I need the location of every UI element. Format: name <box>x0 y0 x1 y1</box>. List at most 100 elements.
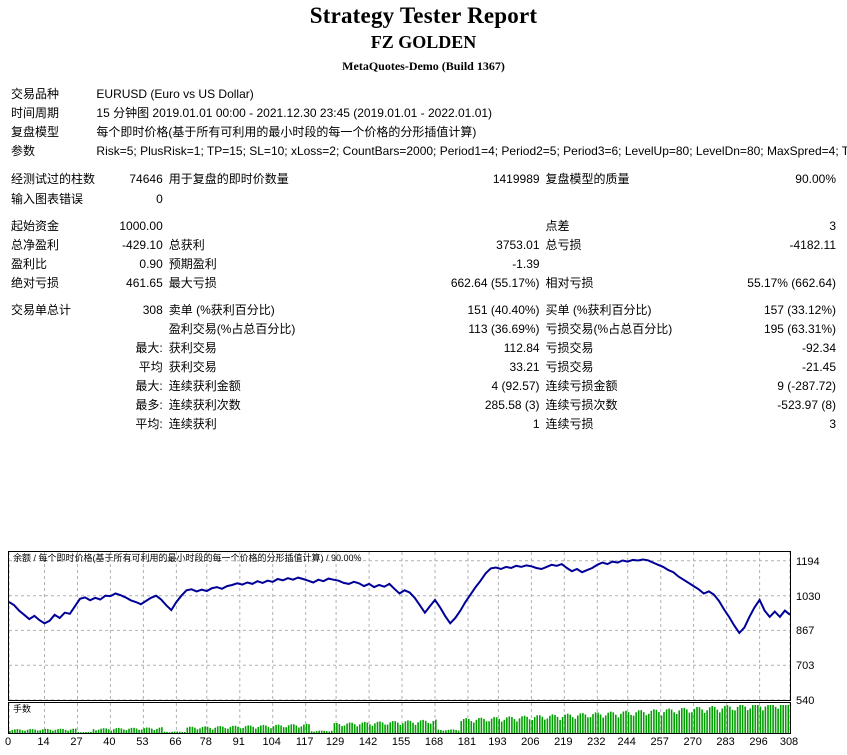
empty-cell <box>543 189 714 209</box>
x-axis-tick: 117 <box>295 736 314 748</box>
x-axis-tick: 296 <box>749 736 768 748</box>
maximal-consecutive-profit-value: 285.58 (3) <box>484 398 540 412</box>
expected-payoff-label: 预期盈利 <box>168 257 217 271</box>
y-axis-tick: 703 <box>796 660 815 673</box>
maximal-drawdown-label: 最大亏损 <box>168 276 217 290</box>
y-axis-tick: 1194 <box>796 555 820 568</box>
table-row: 交易单总计 308 卖单 (%获利百分比) 151 (40.40%) 买单 (%… <box>8 301 839 320</box>
balance-curve-svg <box>9 552 790 700</box>
maximal-drawdown-value: 662.64 (55.17%) <box>450 276 540 290</box>
x-axis-tick: 283 <box>716 736 735 748</box>
chart-plot-area: 余额 / 每个即时价格(基于所有可利用的最小时段的每一个价格的分形插值计算) /… <box>4 551 820 752</box>
empty-cell <box>543 255 714 274</box>
maximal-consecutive-loss-label: 连续亏损次数 <box>545 398 618 412</box>
profit-factor-label: 盈利比 <box>11 257 48 271</box>
spread-label: 点差 <box>545 219 570 233</box>
average-loss-label: 亏损交易 <box>545 360 594 374</box>
empty-cell <box>8 415 93 434</box>
bars-label: 经测试过的柱数 <box>11 172 96 186</box>
x-axis-tick: 40 <box>103 736 116 748</box>
average-loss-value: -21.45 <box>801 360 836 374</box>
maximum-label: 最大: <box>135 379 163 393</box>
ticks-value: 1419989 <box>492 172 540 186</box>
x-axis-tick: 257 <box>650 736 669 748</box>
x-axis-tick: 308 <box>779 736 799 748</box>
empty-cell <box>8 358 93 377</box>
row-spacer <box>8 161 839 169</box>
table-row: 盈利交易(%占总百分比) 113 (36.69%) 亏损交易(%占总百分比) 1… <box>8 320 839 339</box>
total-trades-label: 交易单总计 <box>11 303 72 317</box>
x-axis-tick: 14 <box>37 736 50 748</box>
total-net-profit-value: -429.10 <box>122 238 163 252</box>
lots-bars-svg <box>9 703 790 733</box>
table-row: 复盘模型 每个即时价格(基于所有可利用的最小时段的每一个价格的分形插值计算) <box>8 123 839 142</box>
server-name: MetaQuotes-Demo (Build 1367) <box>342 59 505 73</box>
table-row: 平均: 连续获利 1 连续亏损 3 <box>8 415 839 434</box>
x-axis-tick: 0 <box>4 736 12 748</box>
report-header: Strategy Tester Report FZ GOLDEN MetaQuo… <box>0 0 847 75</box>
expected-payoff-value: -1.39 <box>512 257 540 271</box>
table-row: 起始资金 1000.00 点差 3 <box>8 217 839 236</box>
period-label: 时间周期 <box>11 106 60 120</box>
gross-loss-label: 总亏损 <box>545 238 582 252</box>
model-label: 复盘模型 <box>11 125 60 139</box>
avg-consecutive-losses-label: 连续亏损 <box>545 417 594 431</box>
empty-cell <box>166 217 392 236</box>
model-value: 每个即时价格(基于所有可利用的最小时段的每一个价格的分形插值计算) <box>96 125 477 139</box>
empty-cell <box>8 377 93 396</box>
empty-cell <box>8 396 93 415</box>
page-title: Strategy Tester Report <box>309 3 538 28</box>
report-table: 交易品种 EURUSD (Euro vs US Dollar) 时间周期 15 … <box>8 85 847 434</box>
x-axis-tick: 206 <box>521 736 540 748</box>
bars-value: 74646 <box>129 172 163 186</box>
symbol-value: EURUSD (Euro vs US Dollar) <box>96 87 254 101</box>
x-axis-tick: 155 <box>391 736 411 748</box>
parameters-label: 参数 <box>11 144 36 158</box>
x-axis-tick: 232 <box>587 736 606 748</box>
average-profit-value: 33.21 <box>509 360 540 374</box>
equity-chart: 余额 / 每个即时价格(基于所有可利用的最小时段的每一个价格的分形插值计算) /… <box>4 551 839 752</box>
total-net-profit-label: 总净盈利 <box>11 238 60 252</box>
x-axis-tick: 168 <box>424 736 444 748</box>
x-axis-tick: 193 <box>488 736 507 748</box>
largest-profit-label: 获利交易 <box>168 341 217 355</box>
gross-profit-value: 3753.01 <box>496 238 540 252</box>
x-axis: 0 14 27 40 53 66 78 91 104 117 129 142 155 168 181 193 2… <box>4 734 798 752</box>
lots-title: 手数 <box>13 704 32 714</box>
x-axis-tick: 53 <box>136 736 149 748</box>
average-label: 平均 <box>138 360 163 374</box>
empty-cell <box>8 339 93 358</box>
gross-loss-value: -4182.11 <box>789 238 836 252</box>
y-axis-tick: 540 <box>796 695 815 707</box>
empty-cell <box>713 255 839 274</box>
largest-loss-label: 亏损交易 <box>545 341 594 355</box>
x-axis-tick: 219 <box>554 736 573 748</box>
period-value: 15 分钟图 2019.01.01 00:00 - 2021.12.30 23:… <box>96 106 493 120</box>
table-row: 绝对亏损 461.65 最大亏损 662.64 (55.17%) 相对亏损 55… <box>8 274 839 293</box>
row-spacer <box>8 209 839 217</box>
chart-title: 余额 / 每个即时价格(基于所有可利用的最小时段的每一个价格的分形插值计算) /… <box>13 553 362 563</box>
maximal-label: 最多: <box>135 398 163 412</box>
long-positions-value: 157 (33.12%) <box>763 303 836 317</box>
table-row: 最大: 连续获利金额 4 (92.57) 连续亏损金额 9 (-287.72) <box>8 377 839 396</box>
empty-cell <box>392 217 543 236</box>
loss-trades-label: 亏损交易(%占总百分比) <box>545 322 673 336</box>
maximal-consecutive-loss-value: -523.97 (8) <box>777 398 836 412</box>
balance-panel: 余额 / 每个即时价格(基于所有可利用的最小时段的每一个价格的分形插值计算) /… <box>8 551 820 707</box>
relative-drawdown-label: 相对亏损 <box>545 276 594 290</box>
profit-trades-value: 113 (36.69%) <box>468 322 540 336</box>
absolute-drawdown-value: 461.65 <box>126 276 163 290</box>
y-axis: 1194 1030 867 703 540 <box>792 552 838 707</box>
empty-cell <box>93 320 165 339</box>
avg-consecutive-wins-value: 1 <box>532 417 540 431</box>
spread-value: 3 <box>829 219 836 233</box>
gross-profit-label: 总获利 <box>168 238 205 252</box>
table-row: 总净盈利 -429.10 总获利 3753.01 总亏损 -4182.11 <box>8 236 839 255</box>
initial-deposit-value: 1000.00 <box>119 219 163 233</box>
symbol-label: 交易品种 <box>11 87 60 101</box>
initial-deposit-label: 起始资金 <box>11 219 60 233</box>
empty-cell <box>8 320 93 339</box>
y-axis-tick: 867 <box>796 625 815 638</box>
x-axis-tick: 181 <box>457 736 477 748</box>
y-axis-tick: 1030 <box>796 590 821 603</box>
